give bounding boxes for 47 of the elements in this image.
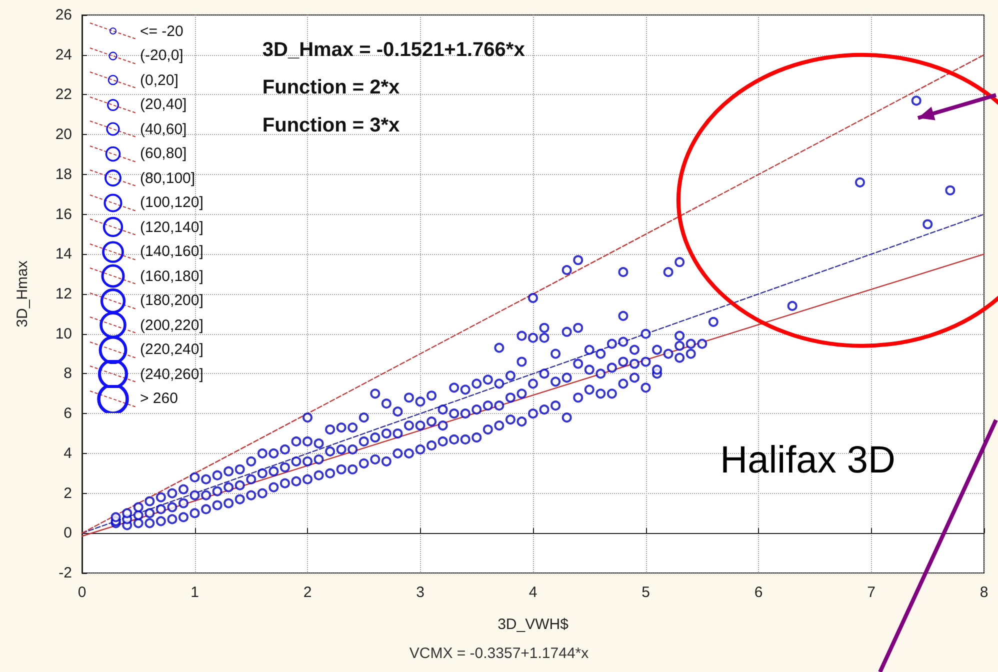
annotation: > 260 <box>140 390 178 407</box>
y-tick-label: -2 <box>58 564 72 582</box>
y-tick-label: 16 <box>55 206 72 223</box>
y-tick-label: 20 <box>55 126 72 144</box>
x-tick-label: 8 <box>980 584 988 601</box>
annotation: Function = 3*x <box>262 114 400 137</box>
x-tick-label: 6 <box>754 584 763 601</box>
y-tick-label: 2 <box>64 484 72 502</box>
x-tick-label: 0 <box>78 584 86 601</box>
y-axis-title: 3D_Hmax <box>14 260 31 328</box>
annotation: (80,100] <box>140 170 196 186</box>
x-tick-label: 4 <box>528 584 538 601</box>
y-tick-label: 10 <box>55 325 72 342</box>
y-tick-label: 22 <box>55 86 72 104</box>
y-tick-label: 4 <box>64 444 72 462</box>
annotation: (60,80] <box>140 145 187 162</box>
x-tick-label: 3 <box>416 584 424 601</box>
annotation: (100,120] <box>140 194 204 211</box>
y-tick-label: 8 <box>64 365 72 382</box>
annotation: (200,220] <box>140 316 204 334</box>
y-tick-label: 26 <box>55 6 72 24</box>
x-tick-label: 2 <box>303 584 312 601</box>
annotation: (120,140] <box>140 218 204 236</box>
annotation: Halifax 3D <box>720 439 896 482</box>
y-tick-label: 18 <box>55 166 72 183</box>
x-tick-label: 1 <box>190 584 199 601</box>
annotation: Function = 2*x <box>262 76 400 99</box>
annotation: (240,260] <box>140 366 204 382</box>
y-tick-label: 0 <box>64 524 72 542</box>
text: VCMX = -0.3357+1.1744*x <box>409 645 590 662</box>
y-tick-label: 14 <box>55 246 72 263</box>
annotation: (40,60] <box>140 120 187 138</box>
x-axis-title: 3D_VWH$ <box>498 616 570 633</box>
annotation: (20,40] <box>140 96 187 113</box>
x-tick-label: 5 <box>642 584 650 601</box>
annotation: 3D_Hmax = -0.1521+1.766*x <box>262 38 525 61</box>
annotation: (160,180] <box>140 268 204 284</box>
annotation: (220,240] <box>140 341 204 358</box>
y-tick-label: 24 <box>55 46 72 64</box>
annotation: (180,200] <box>140 292 204 309</box>
annotation: (140,160] <box>140 243 204 260</box>
x-tick-label: 7 <box>867 584 876 601</box>
y-tick-label: 12 <box>55 286 72 302</box>
annotation: (-20,0] <box>140 47 184 64</box>
annotation: (0,20] <box>140 72 178 88</box>
y-tick-label: 6 <box>64 405 72 422</box>
annotation: <= -20 <box>140 22 184 40</box>
